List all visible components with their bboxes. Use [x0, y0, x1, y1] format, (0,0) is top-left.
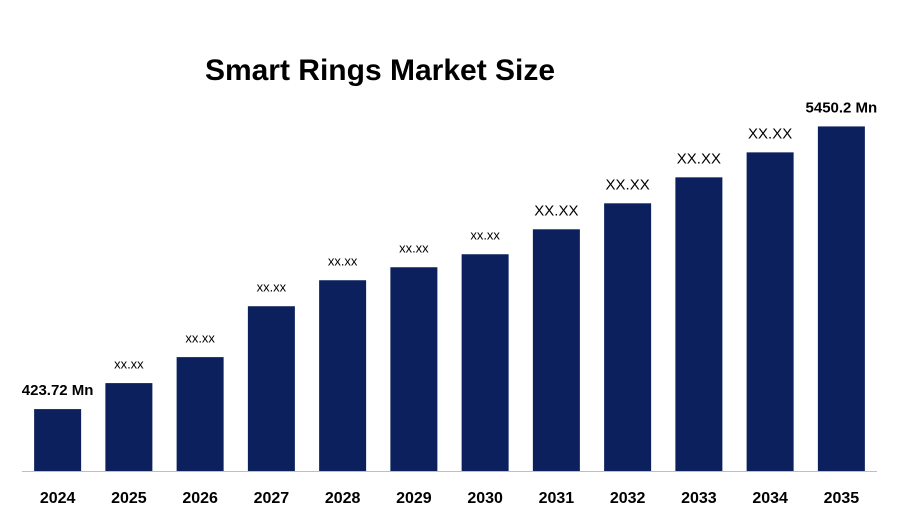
- bar: [675, 177, 723, 472]
- bar: [817, 126, 865, 471]
- value-label: xx.xx: [114, 357, 144, 372]
- x-tick-label: 2034: [752, 490, 788, 507]
- bar: [247, 306, 295, 471]
- bar: [746, 152, 794, 471]
- value-label: 5450.2 Mn: [806, 99, 878, 116]
- x-tick-label: 2033: [681, 490, 717, 507]
- bar: [176, 357, 224, 471]
- value-label: XX.XX: [534, 202, 578, 219]
- x-tick-label: 2024: [40, 490, 76, 507]
- x-tick-label: 2030: [467, 490, 503, 507]
- chart-title: Smart Rings Market Size: [205, 54, 555, 87]
- value-label: XX.XX: [677, 150, 721, 167]
- value-label: xx.xx: [257, 280, 287, 295]
- value-label: xx.xx: [399, 241, 429, 256]
- value-label: xx.xx: [185, 331, 215, 346]
- value-label: XX.XX: [748, 125, 792, 142]
- value-label: xx.xx: [328, 254, 358, 269]
- bar: [105, 383, 153, 471]
- x-tick-label: 2029: [396, 490, 432, 507]
- x-tick-label: 2025: [111, 490, 147, 507]
- value-label: XX.XX: [606, 176, 650, 193]
- bar: [461, 254, 509, 471]
- bar: [34, 409, 82, 471]
- bar: [390, 267, 438, 471]
- bar: [319, 280, 367, 471]
- x-tick-label: 2026: [182, 490, 218, 507]
- x-tick-label: 2031: [539, 490, 575, 507]
- x-tick-label: 2027: [254, 490, 290, 507]
- value-label: xx.xx: [470, 228, 500, 243]
- x-tick-label: 2035: [824, 490, 860, 507]
- bar: [604, 203, 652, 471]
- value-label: 423.72 Mn: [22, 382, 94, 399]
- x-tick-label: 2032: [610, 490, 646, 507]
- x-tick-label: 2028: [325, 490, 361, 507]
- bar: [532, 229, 580, 471]
